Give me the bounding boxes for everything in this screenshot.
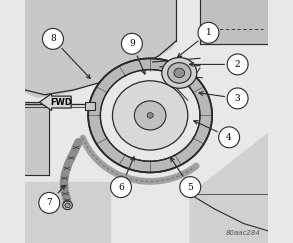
Ellipse shape — [63, 201, 72, 209]
Circle shape — [39, 192, 60, 213]
Circle shape — [227, 54, 248, 75]
Text: 4: 4 — [226, 133, 232, 142]
Text: 80aac284: 80aac284 — [226, 230, 261, 236]
Text: 1: 1 — [206, 28, 211, 37]
Circle shape — [122, 33, 142, 54]
Text: 9: 9 — [129, 39, 135, 48]
Circle shape — [227, 88, 248, 109]
Polygon shape — [88, 58, 212, 173]
FancyBboxPatch shape — [85, 102, 95, 110]
Text: 8: 8 — [50, 34, 56, 43]
Circle shape — [180, 177, 201, 198]
Circle shape — [219, 127, 240, 148]
Ellipse shape — [113, 81, 188, 150]
Ellipse shape — [162, 58, 197, 88]
Ellipse shape — [147, 113, 153, 118]
Ellipse shape — [134, 101, 166, 130]
Circle shape — [198, 22, 219, 43]
Text: 5: 5 — [187, 182, 193, 192]
Polygon shape — [25, 102, 49, 175]
Text: FWD: FWD — [50, 97, 72, 107]
Ellipse shape — [168, 63, 191, 83]
Text: 6: 6 — [118, 182, 124, 192]
Polygon shape — [25, 182, 110, 243]
Polygon shape — [190, 134, 268, 243]
Ellipse shape — [174, 68, 185, 78]
Text: 3: 3 — [235, 94, 241, 103]
Circle shape — [42, 28, 63, 49]
Polygon shape — [40, 94, 71, 111]
Polygon shape — [25, 0, 176, 97]
Circle shape — [110, 177, 132, 198]
Polygon shape — [200, 0, 268, 44]
Text: 2: 2 — [235, 60, 241, 69]
Ellipse shape — [65, 203, 70, 208]
Text: 7: 7 — [46, 198, 52, 208]
